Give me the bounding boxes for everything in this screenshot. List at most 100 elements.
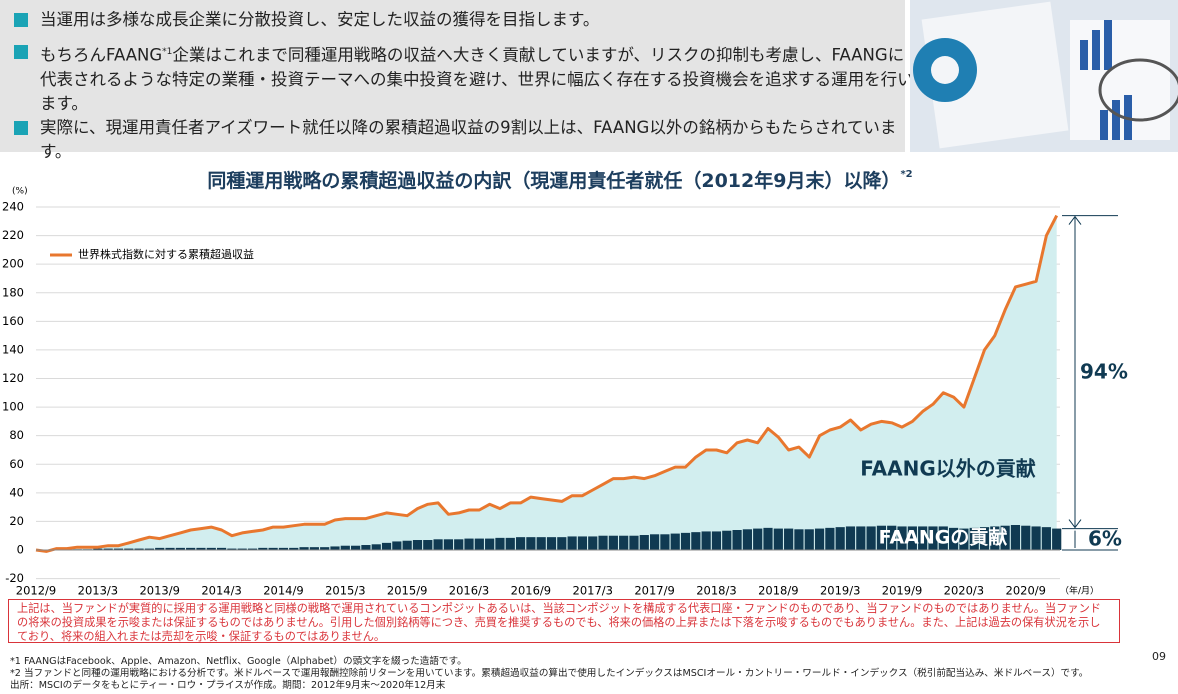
bar: [907, 526, 917, 551]
bar: [330, 546, 340, 551]
bar: [773, 528, 783, 551]
bar: [392, 541, 402, 551]
bar: [701, 531, 711, 551]
bar: [165, 547, 175, 551]
bar: [928, 526, 938, 551]
bar: [227, 548, 237, 551]
x-tick-label: 2013/9: [139, 584, 179, 598]
y-tick-label: 60: [9, 457, 24, 471]
bar: [536, 537, 546, 551]
bar: [959, 528, 969, 551]
line: [35, 214, 1059, 553]
bar: [660, 534, 670, 551]
bar: [93, 548, 103, 551]
y-tick-label: 200: [2, 257, 24, 271]
bar: [103, 548, 113, 551]
bar: [711, 531, 722, 551]
bullet-text: もちろんFAANG: [40, 45, 163, 65]
bullet: 実際に、現運用責任者アイズワート就任以降の累積超過収益の9割以上は、FAANG以…: [14, 116, 920, 164]
y-tick-label: 180: [2, 285, 24, 299]
bar: [876, 525, 887, 551]
y-tick-label: 80: [9, 428, 24, 442]
x-tick-label: 2014/3: [201, 584, 241, 598]
chart-title-text: 同種運用戦略の累積超過収益の内訳（現運用責任者就任（2012年9月末）以降）: [207, 169, 900, 192]
bar: [505, 537, 515, 551]
bar: [753, 528, 763, 551]
page-number: 09: [1152, 650, 1166, 663]
bar: [309, 547, 319, 551]
decorative-photo: [910, 0, 1178, 152]
bar: [423, 540, 433, 551]
footnote: *1 FAANGはFacebook、Apple、Amazon、Netflix、G…: [10, 656, 467, 667]
bar: [381, 542, 392, 551]
bar: [113, 548, 124, 551]
bar: [608, 535, 618, 551]
bar: [1000, 525, 1010, 551]
bar: [650, 534, 660, 551]
x-tick-label: 2016/9: [511, 584, 551, 598]
bar: [1031, 526, 1041, 551]
bar: [670, 533, 680, 551]
area-label: FAANG以外の貢献: [860, 457, 1035, 481]
bar: [990, 526, 1000, 551]
chart: 同種運用戦略の累積超過収益の内訳（現運用責任者就任（2012年9月末）以降）*2…: [2, 0, 1178, 598]
y-tick-label: 220: [2, 228, 24, 242]
bar: [402, 540, 412, 551]
bar: [835, 527, 845, 551]
bar: [825, 527, 835, 551]
bar: [196, 547, 206, 551]
y-tick-label: -20: [5, 571, 24, 585]
bar: [948, 527, 959, 551]
bullet-text: 実際に、現運用責任者アイズワート就任以降の累積超過収益の9割以上は、FAANG以…: [40, 118, 897, 161]
x-tick-label: 2015/3: [325, 584, 365, 598]
bar: [186, 547, 196, 551]
notice: 上記は、当ファンドが実質的に採用する運用戦略と同様の戦略で運用されているコンポジ…: [8, 599, 1120, 643]
x-tick-label: 2014/9: [263, 584, 303, 598]
bar: [979, 527, 990, 551]
footnote: *2 当ファンドと同種の運用戦略における分析です。米ドルベースで運用報酬控除前リ…: [10, 668, 1089, 679]
bar: [216, 547, 227, 551]
bar: [340, 545, 350, 551]
bar: [1052, 528, 1062, 551]
bar: [258, 547, 268, 551]
bar: [124, 548, 134, 551]
bar: [680, 532, 691, 551]
x-tick-label: 2013/3: [78, 584, 118, 598]
bar: [866, 526, 876, 551]
bar: [515, 537, 526, 551]
bar: [464, 538, 474, 551]
y-tick-label: 0: [17, 543, 24, 557]
bullet: もちろんFAANG*1企業はこれまで同種運用戦略の収益へ大きく貢献していますが、…: [14, 40, 920, 116]
bar: [361, 545, 371, 551]
bar: [351, 545, 361, 551]
bar: [1041, 527, 1051, 551]
x-tick-label: 2020/9: [1006, 584, 1046, 598]
bar: [732, 530, 742, 551]
legend-label: 世界株式指数に対する累積超過収益: [78, 247, 254, 261]
x-unit: （年/月）: [1060, 585, 1099, 597]
bar: [474, 538, 484, 551]
bar: [691, 532, 701, 551]
y-tick-label: 100: [2, 400, 24, 414]
arrowhead: [1068, 519, 1082, 529]
x-tick-label: 2017/9: [634, 584, 674, 598]
bar: [897, 526, 907, 551]
bar: [289, 547, 299, 551]
bar: [155, 547, 165, 551]
bar: [619, 535, 629, 551]
bar: [278, 547, 289, 551]
y-tick-label: 20: [9, 514, 24, 528]
bar: [371, 544, 381, 551]
bar: [412, 540, 423, 551]
bar: [794, 529, 804, 551]
bar: [299, 547, 309, 551]
bar: [175, 547, 185, 551]
footnote-ref: *1: [162, 47, 173, 57]
arrowhead: [1068, 215, 1082, 225]
bar: [856, 526, 866, 551]
share-label: 94%: [1080, 360, 1128, 384]
y-tick-label: 120: [2, 371, 24, 385]
x-tick-label: 2017/3: [573, 584, 613, 598]
y-tick-label: 40: [9, 485, 24, 499]
